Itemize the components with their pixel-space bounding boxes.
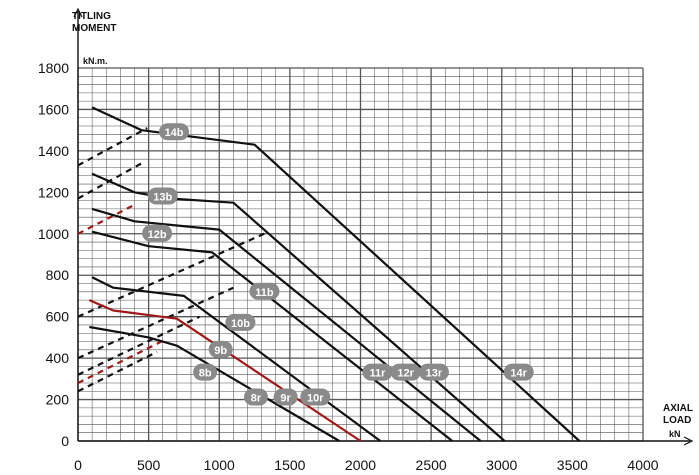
badge-pill <box>273 388 298 406</box>
y-tick-label: 800 <box>46 267 70 283</box>
curve-badge-14r: 14r <box>503 363 534 381</box>
x-tick-label: 1000 <box>204 457 235 473</box>
y-tick-label: 1200 <box>38 184 69 200</box>
series-line-14b <box>77 127 148 167</box>
badge-pill <box>208 340 233 358</box>
badge-label: 14b <box>165 127 184 139</box>
x-tick-label: 0 <box>74 457 82 473</box>
badge-pill <box>193 363 218 381</box>
series-line-10r <box>91 276 381 442</box>
series-line-11b <box>77 230 270 318</box>
badge-pill <box>159 123 190 141</box>
badge-label: 11b <box>255 287 274 299</box>
x-tick-label: 3000 <box>486 457 517 473</box>
curve-badge-11r: 11r <box>362 363 393 381</box>
badge-pill <box>362 363 393 381</box>
badge-label: 9r <box>280 392 291 404</box>
series-lines <box>77 106 581 442</box>
badge-pill <box>390 363 421 381</box>
series-line-8b <box>77 338 167 384</box>
grid <box>77 67 644 442</box>
y-tick-label: 200 <box>46 392 70 408</box>
series-line-11r <box>91 230 453 442</box>
series-line-8b-2 <box>77 350 158 393</box>
y-axis-title-line-2: MOMENT <box>72 23 116 34</box>
x-tick-label: 4000 <box>627 457 658 473</box>
badge-label: 8b <box>199 368 212 380</box>
curve-badge-13r: 13r <box>418 363 449 381</box>
y-tick-label: 1000 <box>38 226 69 242</box>
y-tick-label: 1400 <box>38 143 69 159</box>
badge-pill <box>225 313 256 331</box>
curve-badge-14b: 14b <box>159 123 190 141</box>
curve-badge-8r: 8r <box>243 388 268 406</box>
badge-pill <box>503 363 534 381</box>
y-axis-arrow <box>73 7 83 18</box>
badge-label: 10r <box>307 392 324 404</box>
curve-badge-12b: 12b <box>142 224 173 242</box>
y-axis-title-line-1: TITLING <box>72 11 111 22</box>
badge-label: 13r <box>426 368 443 380</box>
curve-badge-12r: 12r <box>390 363 421 381</box>
y-tick-label: 600 <box>46 309 70 325</box>
x-tick-label: 1500 <box>274 457 305 473</box>
x-axis-title-line-2: LOAD <box>663 415 691 426</box>
y-tick-label: 400 <box>46 350 70 366</box>
series-line-14r <box>91 106 581 442</box>
curve-badge-13b: 13b <box>147 187 178 205</box>
curve-badge-9r: 9r <box>273 388 298 406</box>
badge-pill <box>418 363 449 381</box>
y-axis-unit: kN.m. <box>83 56 108 66</box>
series-line-9b <box>77 315 200 376</box>
badge-label: 8r <box>251 392 262 404</box>
badge-pill <box>249 282 280 300</box>
x-tick-label: 2500 <box>416 457 447 473</box>
curve-badge-8b: 8b <box>193 363 218 381</box>
badge-pill <box>147 187 178 205</box>
x-tick-label: 2000 <box>345 457 376 473</box>
x-axis-unit: kN <box>669 429 681 439</box>
curve-badge-9b: 9b <box>208 340 233 358</box>
badge-pill <box>243 388 268 406</box>
curve-badge-10r: 10r <box>300 388 331 406</box>
badge-label: 12b <box>148 229 167 241</box>
x-tick-label: 500 <box>137 457 161 473</box>
x-tick-label: 3500 <box>557 457 588 473</box>
series-line-9r <box>88 299 362 442</box>
badge-label: 12r <box>397 368 414 380</box>
y-tick-label: 0 <box>61 433 69 449</box>
curve-badge-10b: 10b <box>225 313 256 331</box>
badge-label: 9b <box>214 345 227 357</box>
badge-label: 10b <box>231 318 250 330</box>
tick-labels: 0 500 1000 1500 2000 2500 3000 3500 4000 0 200 400 6… <box>38 60 659 473</box>
x-axis-title-line-1: AXIAL <box>663 403 693 414</box>
badge-pill <box>300 388 331 406</box>
y-tick-label: 1800 <box>38 60 69 76</box>
axes <box>73 7 694 446</box>
curve-badge-11b: 11b <box>249 282 280 300</box>
badge-label: 11r <box>369 368 386 380</box>
x-axis-arrow <box>683 436 694 446</box>
badge-label: 13b <box>153 191 172 203</box>
badge-pill <box>142 224 173 242</box>
badge-label: 14r <box>510 368 527 380</box>
series-line-12r <box>91 207 482 442</box>
y-tick-label: 1600 <box>38 101 69 117</box>
